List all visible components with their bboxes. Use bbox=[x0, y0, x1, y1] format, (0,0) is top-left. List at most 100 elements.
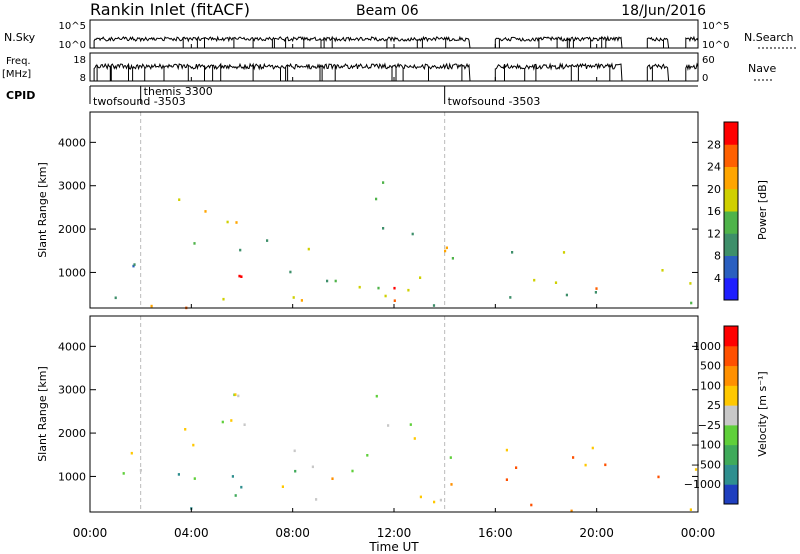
colorbar-tick-label: 500 bbox=[700, 360, 721, 373]
date-label: 18/Jun/2016 bbox=[621, 3, 706, 19]
nsky-panel: N.Sky 10^5 10^0 10^5 10^0 N.Search bbox=[4, 19, 796, 51]
nsky-tick-bottom: 10^0 bbox=[59, 40, 86, 51]
x-tick-label: 16:00 bbox=[478, 526, 513, 540]
colorbar-segment bbox=[724, 326, 738, 347]
data-cell bbox=[239, 248, 242, 252]
data-cell bbox=[451, 257, 454, 260]
freq-trace bbox=[93, 62, 699, 82]
colorbar-segment bbox=[724, 188, 738, 212]
velocity-xlabel: Time UT bbox=[368, 540, 419, 554]
data-cell bbox=[382, 227, 385, 230]
data-cell bbox=[604, 463, 607, 467]
data-cell bbox=[690, 301, 693, 305]
data-cell bbox=[150, 304, 153, 308]
colorbar-tick-label: 8 bbox=[714, 250, 721, 263]
y-tick-label: 4000 bbox=[58, 136, 86, 149]
data-cell bbox=[694, 468, 698, 471]
power-ylabel: Slant Range [km] bbox=[36, 162, 49, 258]
data-cell bbox=[375, 197, 378, 201]
data-cell bbox=[689, 508, 692, 511]
nave-label: Nave bbox=[748, 62, 776, 75]
freq-label: Freq. bbox=[6, 56, 31, 67]
colorbar-tick-label: −100 bbox=[691, 439, 721, 452]
data-cell bbox=[419, 276, 422, 279]
data-cell bbox=[657, 475, 660, 479]
data-cell bbox=[562, 251, 566, 254]
site-title: Rankin Inlet (fitACF) bbox=[90, 0, 250, 19]
data-cell bbox=[533, 278, 536, 282]
data-cell bbox=[661, 269, 664, 272]
data-cell bbox=[292, 296, 295, 299]
data-cell bbox=[511, 251, 514, 254]
x-tick-label: 00:00 bbox=[73, 526, 108, 540]
data-cell bbox=[178, 198, 181, 201]
data-cell bbox=[515, 466, 518, 469]
power-cells bbox=[114, 112, 693, 310]
data-cell bbox=[449, 456, 452, 459]
colorbar-segment bbox=[724, 211, 738, 234]
data-cell bbox=[358, 285, 361, 289]
data-cell bbox=[235, 221, 238, 224]
data-cell bbox=[594, 291, 597, 294]
colorbar-tick-label: −25 bbox=[698, 419, 721, 432]
cpid-label: CPID bbox=[6, 89, 35, 102]
colorbar-tick-label: 1000 bbox=[693, 340, 721, 353]
data-cell bbox=[234, 393, 237, 396]
data-cell bbox=[505, 448, 508, 452]
data-cell bbox=[240, 275, 243, 278]
colorbar-segment bbox=[724, 166, 738, 190]
colorbar-tick-label: 24 bbox=[707, 161, 721, 174]
y-tick-label: 1000 bbox=[58, 470, 86, 483]
data-cell bbox=[184, 428, 187, 431]
colorbar-segment bbox=[724, 444, 738, 465]
data-cell bbox=[565, 293, 568, 297]
colorbar-segment bbox=[724, 255, 738, 279]
data-cell bbox=[393, 286, 396, 290]
data-cell bbox=[689, 282, 692, 285]
colorbar-segment bbox=[724, 385, 738, 406]
power-frame bbox=[89, 111, 699, 309]
colorbar-segment bbox=[724, 464, 738, 485]
velocity-yticks: 1000 2000 3000 4000 bbox=[58, 340, 698, 483]
colorbar-tick-label: 12 bbox=[707, 227, 721, 240]
data-cell bbox=[393, 299, 396, 302]
freq-tick-bottom: 8 bbox=[80, 73, 86, 84]
data-cell bbox=[300, 299, 303, 302]
data-cell bbox=[222, 297, 225, 301]
cpid-entry-label: twofsound -3503 bbox=[448, 95, 541, 108]
data-cell bbox=[177, 473, 180, 476]
colorbar-segment bbox=[724, 365, 738, 386]
data-cell bbox=[382, 181, 385, 184]
nsearch-label: N.Search bbox=[744, 31, 794, 44]
x-tick-label: 20:00 bbox=[579, 526, 614, 540]
data-cell bbox=[238, 274, 241, 278]
data-cell bbox=[122, 472, 125, 475]
velocity-xticks: 00:00 04:00 08:00 12:00 16:00 20:00 00:00 bbox=[73, 44, 716, 540]
nsky-tick-top: 10^5 bbox=[59, 21, 86, 32]
data-cell bbox=[509, 296, 512, 299]
colorbar-segment bbox=[724, 122, 738, 145]
x-tick-label: 00:00 bbox=[681, 526, 716, 540]
colorbar-segment bbox=[724, 345, 738, 367]
data-cell bbox=[130, 451, 133, 455]
colorbar-tick-label: 20 bbox=[707, 183, 721, 196]
data-cell bbox=[204, 210, 207, 213]
data-cell bbox=[226, 220, 229, 224]
data-cell bbox=[411, 232, 414, 236]
velocity-cells bbox=[122, 316, 698, 513]
data-cell bbox=[132, 264, 135, 268]
velocity-colorbar: 1000 500 100 25 −25 −100 −500 −1000 bbox=[684, 325, 739, 505]
data-cell bbox=[409, 423, 412, 426]
data-cell bbox=[444, 249, 447, 253]
colorbar-tick-label: 28 bbox=[707, 138, 721, 151]
data-cell bbox=[413, 437, 416, 440]
data-cell bbox=[530, 503, 533, 507]
data-cell bbox=[281, 485, 284, 488]
x-tick-label: 12:00 bbox=[377, 526, 412, 540]
data-cell bbox=[334, 279, 337, 283]
data-cell bbox=[432, 304, 436, 307]
cpid-entry-label: twofsound -3503 bbox=[93, 95, 186, 108]
freq-panel: Freq. [MHz] 18 8 60 0 Nave bbox=[2, 52, 776, 84]
